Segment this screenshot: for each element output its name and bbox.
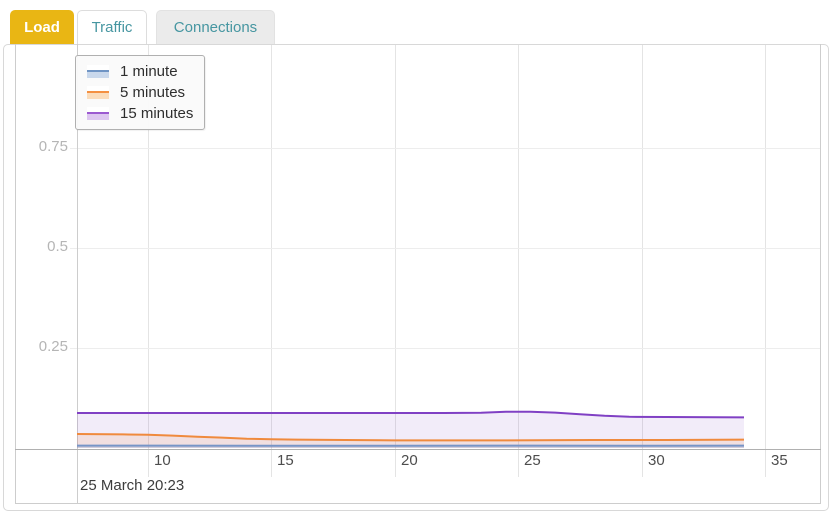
- legend-swatch-icon: [87, 86, 109, 99]
- chart-left-border: [15, 44, 16, 503]
- x-tick-label: 20: [401, 452, 418, 469]
- legend-item-1[interactable]: 1 minute: [87, 61, 196, 82]
- x-gridline: [518, 45, 519, 477]
- x-tick-label: 25: [524, 452, 541, 469]
- x-tick-label: 10: [154, 452, 171, 469]
- plot-area[interactable]: [77, 44, 745, 450]
- y-gridline: [70, 348, 820, 349]
- legend-swatch-icon: [87, 107, 109, 120]
- series-line-5-minutes: [77, 433, 745, 442]
- tab-traffic[interactable]: Traffic: [77, 10, 147, 44]
- chart-bottom-border: [15, 503, 821, 504]
- x-gridline: [271, 45, 272, 477]
- x-tick-label: 15: [277, 452, 294, 469]
- legend-label: 1 minute: [120, 63, 178, 80]
- legend-swatch-icon: [87, 65, 109, 78]
- series-line-15-minutes: [77, 410, 745, 419]
- x-tick-label: 35: [771, 452, 788, 469]
- tab-load[interactable]: Load: [10, 10, 74, 44]
- x-axis-date-label: 25 March 20:23: [80, 477, 185, 494]
- chart-right-border: [820, 44, 821, 503]
- x-gridline: [765, 45, 766, 477]
- x-gridline: [148, 45, 149, 477]
- y-axis-line: [77, 44, 78, 503]
- legend-label: 15 minutes: [120, 105, 194, 122]
- legend-item-2[interactable]: 5 minutes: [87, 82, 196, 103]
- legend-item-3[interactable]: 15 minutes: [87, 103, 196, 124]
- y-gridline: [70, 148, 820, 149]
- y-tick-label: 0.75: [38, 138, 68, 155]
- x-gridline: [395, 45, 396, 477]
- x-gridline: [642, 45, 643, 477]
- x-tick-label: 30: [648, 452, 665, 469]
- tab-connections[interactable]: Connections: [156, 10, 275, 44]
- chart-legend: 1 minute 5 minutes 15 minutes: [75, 55, 205, 130]
- tab-bar: Load Traffic Connections: [10, 10, 278, 44]
- x-axis-line: [15, 449, 821, 450]
- legend-label: 5 minutes: [120, 84, 186, 101]
- y-tick-label: 0.25: [38, 338, 68, 355]
- y-gridline: [70, 248, 820, 249]
- y-tick-label: 0.5: [47, 238, 68, 255]
